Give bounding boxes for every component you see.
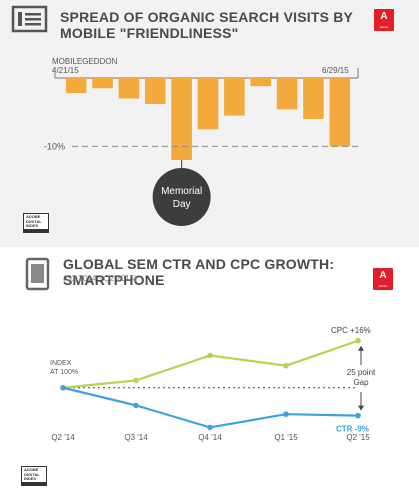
callout-text-line1: Memorial xyxy=(161,186,202,197)
chart-subtitle: (Q2 2014 - Q2 2015) xyxy=(63,274,137,283)
data-point-ctr xyxy=(133,402,139,409)
bar xyxy=(65,78,87,94)
data-point-cpc xyxy=(207,352,213,359)
bar xyxy=(276,78,298,110)
callout-text-line2: Day xyxy=(173,199,191,210)
x-tick-label: Q3 '14 xyxy=(124,433,148,442)
bar xyxy=(92,78,113,89)
gap-arrowhead-up xyxy=(358,345,364,351)
gap-arrowhead-down xyxy=(358,405,364,411)
end-date-label: 6/29/15 xyxy=(322,66,349,75)
adobe-logo-icon: A Adobe xyxy=(373,268,393,290)
series-line-ctr xyxy=(62,386,359,429)
x-tick-label: Q1 '15 xyxy=(274,433,298,442)
start-event-label: MOBILEGEDDON xyxy=(52,57,118,66)
chart-title: SPREAD OF ORGANIC SEARCH VISITS BY MOBIL… xyxy=(60,9,353,41)
bar xyxy=(303,78,324,119)
bar xyxy=(250,78,272,87)
x-tick-label: Q2 '15 xyxy=(346,433,370,442)
ctr-end-label: CTR -9% xyxy=(336,425,369,434)
gap-label-line2: Gap xyxy=(353,378,369,387)
data-point-cpc xyxy=(283,362,289,369)
x-tick-label: Q4 '14 xyxy=(198,433,222,442)
start-date-label: 4/21/15 xyxy=(52,66,79,75)
data-point-ctr xyxy=(283,411,289,417)
callout-bubble xyxy=(152,168,211,226)
x-tick-label: Q2 '14 xyxy=(51,433,75,442)
bar xyxy=(171,78,192,160)
series-line-cpc xyxy=(62,339,359,389)
baseline-label-line2: AT 100% xyxy=(50,369,78,376)
data-point-cpc xyxy=(133,377,139,384)
cpc-end-label: CPC +16% xyxy=(331,326,371,335)
bar xyxy=(224,78,245,116)
data-point-ctr xyxy=(355,412,361,419)
adobe-digital-index-badge: ADOBE DIGITAL INDEX xyxy=(23,213,49,233)
gap-label-line1: 25 point xyxy=(347,368,376,377)
data-point-cpc xyxy=(355,337,361,344)
baseline-label-line1: INDEX xyxy=(50,360,72,367)
data-point-ctr xyxy=(207,424,213,431)
bar xyxy=(144,78,166,104)
smartphone-icon xyxy=(25,257,50,291)
organic-search-panel: SPREAD OF ORGANIC SEARCH VISITS BY MOBIL… xyxy=(0,0,419,247)
bar xyxy=(197,78,219,130)
gridline-label: -10% xyxy=(44,141,65,151)
data-point-ctr xyxy=(60,384,66,391)
chart-title: GLOBAL SEM CTR AND CPC GROWTH: SMARTPHON… xyxy=(63,256,335,288)
browser-window-icon xyxy=(11,5,48,33)
adobe-digital-index-badge: ADOBE DIGITAL INDEX xyxy=(21,466,47,486)
bar xyxy=(329,78,351,147)
bar xyxy=(118,78,140,99)
sem-growth-panel: GLOBAL SEM CTR AND CPC GROWTH: SMARTPHON… xyxy=(0,247,419,494)
adobe-logo-icon: A Adobe xyxy=(374,9,394,31)
